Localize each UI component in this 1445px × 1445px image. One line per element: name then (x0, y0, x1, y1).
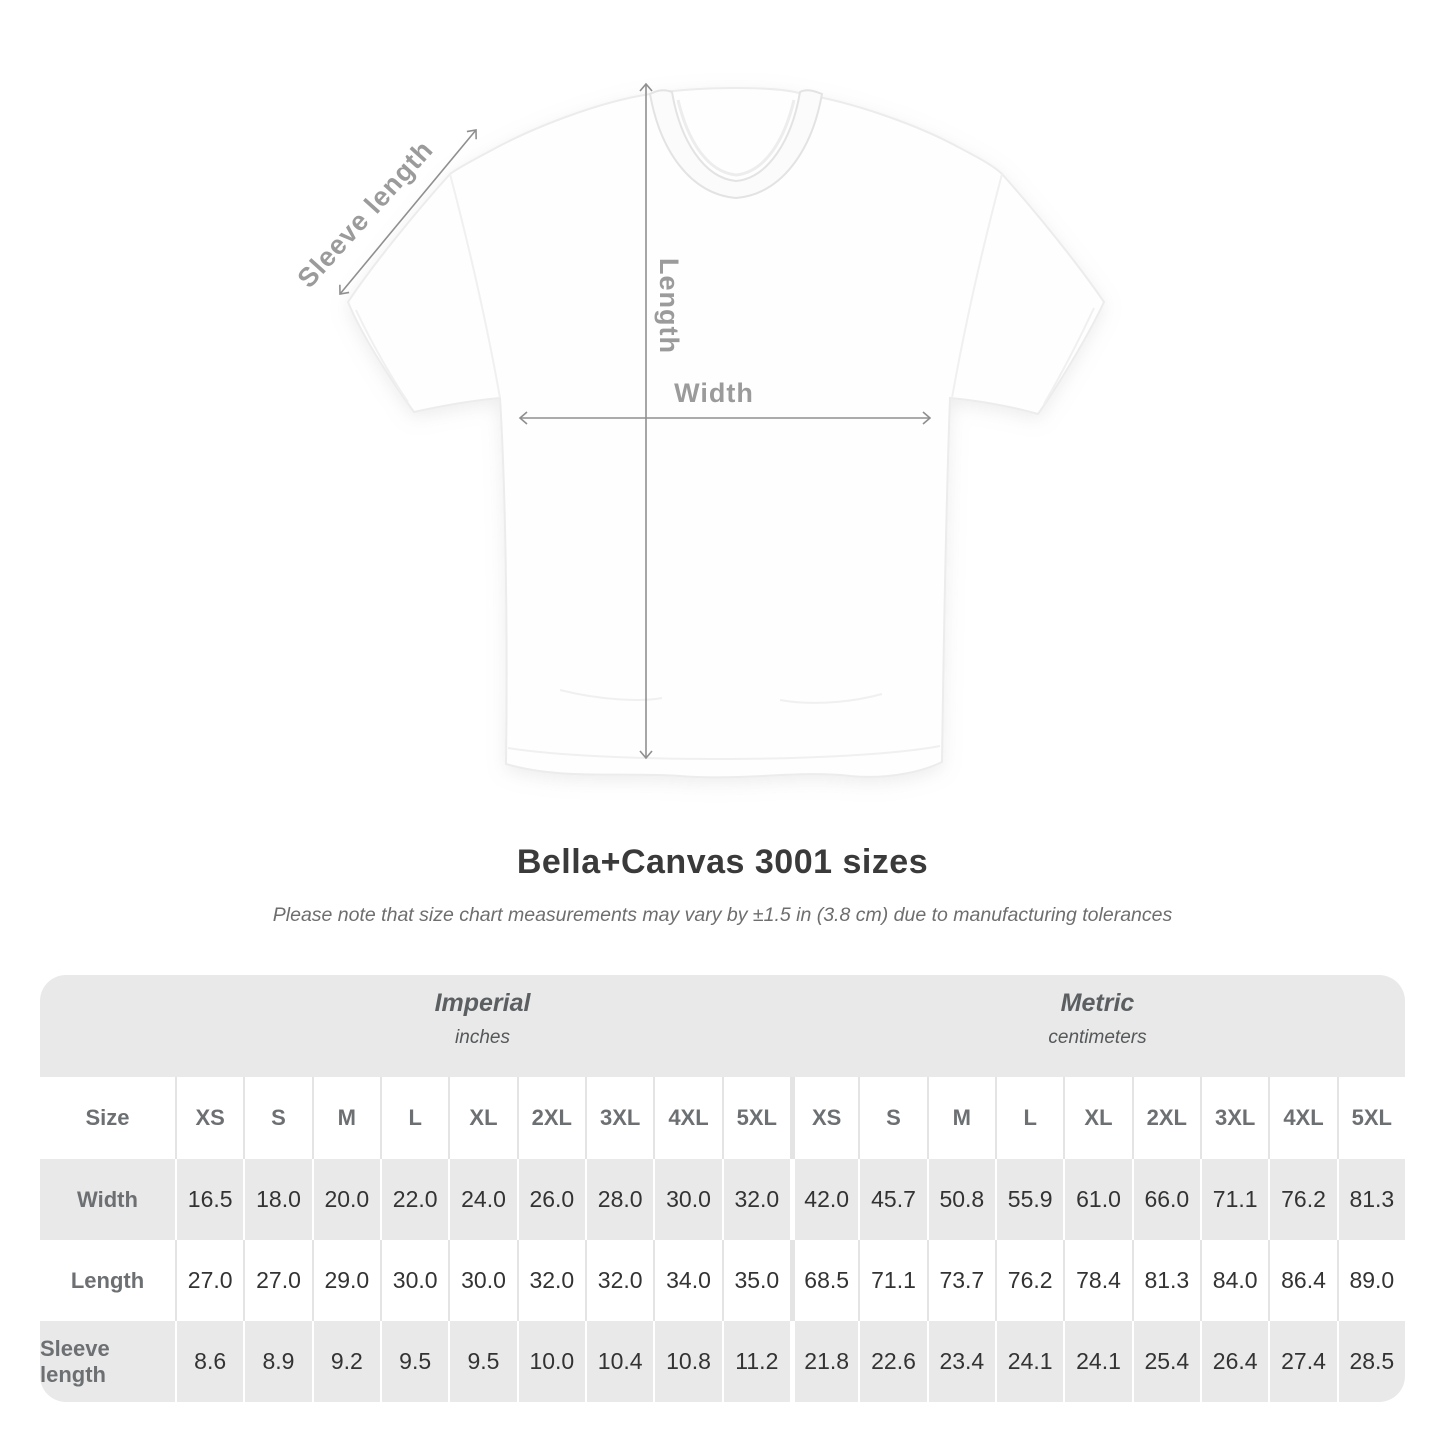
value-cell: 71.1 (858, 1240, 926, 1321)
tshirt-measurement-diagram: Sleeve length Length Width (292, 82, 1106, 779)
value-cell: 35.0 (721, 1240, 790, 1321)
value-cell: 22.0 (380, 1159, 448, 1240)
metric-group-header: Metric centimeters (790, 975, 1405, 1077)
value-cell: 16.5 (175, 1159, 243, 1240)
value-cell: 45.7 (858, 1159, 926, 1240)
measurement-arrows (339, 82, 932, 760)
value-cell: 27.0 (243, 1240, 311, 1321)
value-cell: 28.0 (585, 1159, 653, 1240)
length-label: Length (654, 258, 684, 354)
size-col-header: XL (448, 1077, 516, 1159)
value-cell: 76.2 (1268, 1159, 1336, 1240)
value-cell: 86.4 (1268, 1240, 1336, 1321)
value-cell: 32.0 (516, 1240, 585, 1321)
value-cell: 27.0 (175, 1240, 243, 1321)
size-col-header: XS (175, 1077, 243, 1159)
metric-unit: centimeters (1048, 1027, 1147, 1048)
size-col-header: S (858, 1077, 926, 1159)
size-corner-label: Size (85, 1105, 130, 1130)
row-label: Sleeve length (40, 1335, 110, 1387)
value-cell: 26.0 (516, 1159, 585, 1240)
sleeve-length-row: Sleeve length 8.6 8.9 9.2 9.5 9.5 10.0 10.4 10.8… (40, 1321, 1405, 1402)
tshirt-graphic (346, 87, 1106, 779)
value-cell: 73.7 (926, 1240, 995, 1321)
size-col-header: 4XL (653, 1077, 721, 1159)
value-cell: 24.0 (448, 1159, 516, 1240)
size-col-header: XS (790, 1077, 858, 1159)
value-cell: 81.3 (1336, 1159, 1405, 1240)
value-cell: 10.8 (653, 1321, 721, 1402)
value-cell: 9.5 (380, 1321, 448, 1402)
value-cell: 23.4 (926, 1321, 995, 1402)
value-cell: 28.5 (1336, 1321, 1405, 1402)
size-col-header: XL (1063, 1077, 1131, 1159)
imperial-group-header: Imperial inches (175, 975, 790, 1077)
size-col-header: L (995, 1077, 1063, 1159)
value-cell: 29.0 (311, 1240, 380, 1321)
value-cell: 8.9 (243, 1321, 311, 1402)
value-cell: 24.1 (995, 1321, 1063, 1402)
value-cell: 34.0 (653, 1240, 721, 1321)
size-header-row: Size XS S M L XL 2XL 3XL 4XL 5XL XS S M L XL 2XL 3XL 4XL… (40, 1077, 1405, 1159)
size-col-header: L (380, 1077, 448, 1159)
value-cell: 42.0 (790, 1159, 858, 1240)
size-col-header: 3XL (585, 1077, 653, 1159)
value-cell: 8.6 (175, 1321, 243, 1402)
size-col-header: 2XL (516, 1077, 585, 1159)
size-col-header: S (243, 1077, 311, 1159)
header-spacer (40, 975, 175, 1077)
value-cell: 25.4 (1131, 1321, 1200, 1402)
value-cell: 55.9 (995, 1159, 1063, 1240)
value-cell: 18.0 (243, 1159, 311, 1240)
value-cell: 89.0 (1336, 1240, 1405, 1321)
value-cell: 50.8 (926, 1159, 995, 1240)
value-cell: 71.1 (1200, 1159, 1268, 1240)
title-block: Bella+Canvas 3001 sizes Please note that… (0, 843, 1445, 927)
metric-label: Metric (1060, 989, 1135, 1017)
width-row: Width 16.5 18.0 20.0 22.0 24.0 26.0 28.0 30.0 32.… (40, 1159, 1405, 1240)
value-cell: 21.8 (790, 1321, 858, 1402)
value-cell: 68.5 (790, 1240, 858, 1321)
value-cell: 24.1 (1063, 1321, 1131, 1402)
size-col-header: M (926, 1077, 995, 1159)
value-cell: 30.0 (448, 1240, 516, 1321)
size-col-header: 4XL (1268, 1077, 1336, 1159)
value-cell: 81.3 (1131, 1240, 1200, 1321)
value-cell: 9.5 (448, 1321, 516, 1402)
value-cell: 10.4 (585, 1321, 653, 1402)
imperial-unit: inches (455, 1027, 510, 1048)
row-label: Width (77, 1186, 138, 1212)
size-chart-table: Imperial inches Metric centimeters Size … (40, 975, 1405, 1402)
unit-header-row: Imperial inches Metric centimeters (40, 975, 1405, 1077)
value-cell: 26.4 (1200, 1321, 1268, 1402)
value-cell: 76.2 (995, 1240, 1063, 1321)
size-col-header: 2XL (1131, 1077, 1200, 1159)
value-cell: 66.0 (1131, 1159, 1200, 1240)
value-cell: 84.0 (1200, 1240, 1268, 1321)
value-cell: 11.2 (721, 1321, 790, 1402)
imperial-label: Imperial (434, 989, 531, 1017)
page-title: Bella+Canvas 3001 sizes (516, 843, 929, 881)
value-cell: 10.0 (516, 1321, 585, 1402)
value-cell: 22.6 (858, 1321, 926, 1402)
value-cell: 30.0 (380, 1240, 448, 1321)
size-col-header: 3XL (1200, 1077, 1268, 1159)
value-cell: 9.2 (311, 1321, 380, 1402)
value-cell: 78.4 (1063, 1240, 1131, 1321)
value-cell: 30.0 (653, 1159, 721, 1240)
row-label: Length (70, 1267, 145, 1293)
value-cell: 20.0 (311, 1159, 380, 1240)
width-label: Width (674, 378, 754, 408)
size-col-header: 5XL (1336, 1077, 1405, 1159)
value-cell: 32.0 (721, 1159, 790, 1240)
size-col-header: 5XL (721, 1077, 790, 1159)
length-row: Length 27.0 27.0 29.0 30.0 30.0 32.0 32.0 34.0 35… (40, 1240, 1405, 1321)
value-cell: 61.0 (1063, 1159, 1131, 1240)
value-cell: 32.0 (585, 1240, 653, 1321)
value-cell: 27.4 (1268, 1321, 1336, 1402)
sleeve-length-arrow (339, 129, 477, 295)
page-subtitle: Please note that size chart measurements… (272, 904, 1173, 926)
size-col-header: M (311, 1077, 380, 1159)
